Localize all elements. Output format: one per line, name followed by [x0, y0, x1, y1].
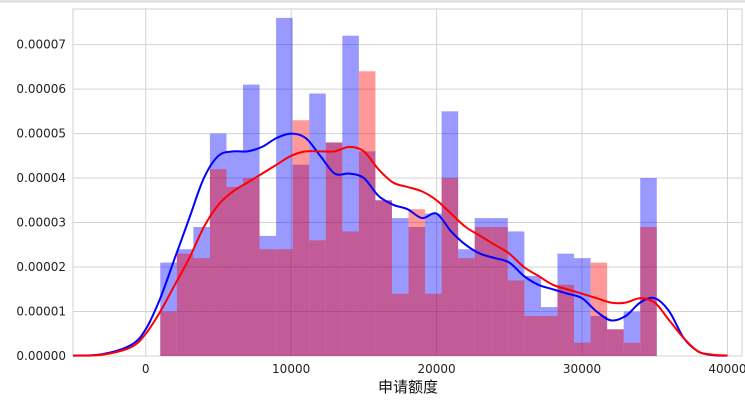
histogram-bar: [193, 258, 210, 356]
kde-curves: [72, 132, 728, 357]
histogram-bar: [292, 164, 310, 356]
histogram-bar: [507, 280, 525, 356]
histogram-bar: [557, 253, 575, 356]
histogram-bar: [375, 200, 392, 356]
histogram-bar: [160, 311, 177, 356]
histogram-bar: [425, 293, 442, 356]
y-tick-label: 0.00006: [16, 82, 66, 96]
histogram-bar: [325, 142, 343, 356]
histogram-bar: [259, 235, 277, 356]
x-axis-label: 申请额度: [378, 378, 438, 396]
histogram-bar: [309, 240, 326, 356]
histogram-bar: [574, 258, 591, 356]
histogram-bar: [408, 226, 426, 356]
y-tick-label: 0.00000: [16, 349, 66, 363]
y-axis-tick-labels: 0.00000 0.00001 0.00002 0.00003 0.00004 0.000…: [16, 38, 66, 363]
histogram-bar: [358, 151, 376, 356]
y-tick-label: 0.00007: [16, 38, 66, 52]
histogram-bar: [574, 342, 591, 356]
histogram-bar: [342, 231, 359, 356]
histogram-bar: [176, 253, 194, 356]
histogram-bars: [160, 17, 657, 357]
kde-line: [72, 132, 728, 357]
histogram-bar: [590, 262, 608, 356]
x-tick-label: 30000: [563, 362, 601, 376]
histogram-bar: [425, 213, 442, 356]
histogram-bar: [474, 226, 492, 356]
histogram-bar: [375, 200, 392, 356]
histogram-bar: [391, 218, 409, 356]
x-tick-label: 10000: [272, 362, 310, 376]
x-tick-label: 20000: [417, 362, 455, 376]
histogram-bar: [441, 178, 459, 356]
y-tick-label: 0.00004: [16, 171, 66, 185]
histogram-bar: [342, 35, 359, 356]
histogram-bar: [640, 178, 657, 356]
y-tick-label: 0.00001: [16, 305, 66, 319]
histogram-series: [160, 17, 657, 357]
histogram-bar: [193, 226, 210, 356]
plot-area: [72, 8, 743, 357]
histogram-bar: [540, 315, 558, 356]
histogram-bar: [590, 315, 608, 356]
histogram-bar: [292, 120, 310, 356]
histogram-bar: [276, 17, 293, 357]
histogram-bar: [226, 151, 244, 356]
histogram-bar: [640, 226, 657, 356]
histogram-bar: [607, 329, 624, 356]
window-top-border: [0, 0, 745, 3]
histogram-bar: [524, 315, 541, 356]
histogram-bar: [623, 311, 641, 356]
histogram-bar: [408, 209, 426, 356]
histogram-bar: [491, 218, 508, 356]
y-tick-label: 0.00002: [16, 260, 66, 274]
histogram-bar: [458, 258, 475, 356]
histogram-bar: [358, 71, 376, 357]
histogram-bar: [458, 249, 475, 356]
histogram-bar: [209, 133, 227, 356]
x-axis-tick-labels: 0 10000 20000 30000 40000: [142, 362, 745, 376]
histogram-series: [160, 71, 657, 357]
histogram-bar: [540, 307, 558, 356]
histogram-bar: [557, 284, 575, 356]
histogram-bar: [325, 142, 343, 356]
histogram-bar: [176, 249, 194, 356]
y-tick-label: 0.00005: [16, 127, 66, 141]
x-tick-label: 40000: [708, 362, 745, 376]
histogram-bar: [524, 275, 541, 356]
histogram-bar: [209, 169, 227, 356]
x-tick-label: 0: [142, 362, 150, 376]
histogram-bar: [391, 293, 409, 356]
histogram-bar: [243, 84, 260, 356]
histogram-bar: [276, 249, 293, 356]
histogram-bar: [243, 178, 260, 356]
histogram-bar: [491, 226, 508, 356]
y-tick-label: 0.00003: [16, 216, 66, 230]
kde-line: [72, 145, 728, 357]
histogram-bar: [623, 342, 641, 356]
histogram-bar: [226, 186, 244, 356]
histogram-bar: [441, 111, 459, 356]
histogram-bar: [607, 329, 624, 356]
histogram-bar: [259, 249, 277, 356]
